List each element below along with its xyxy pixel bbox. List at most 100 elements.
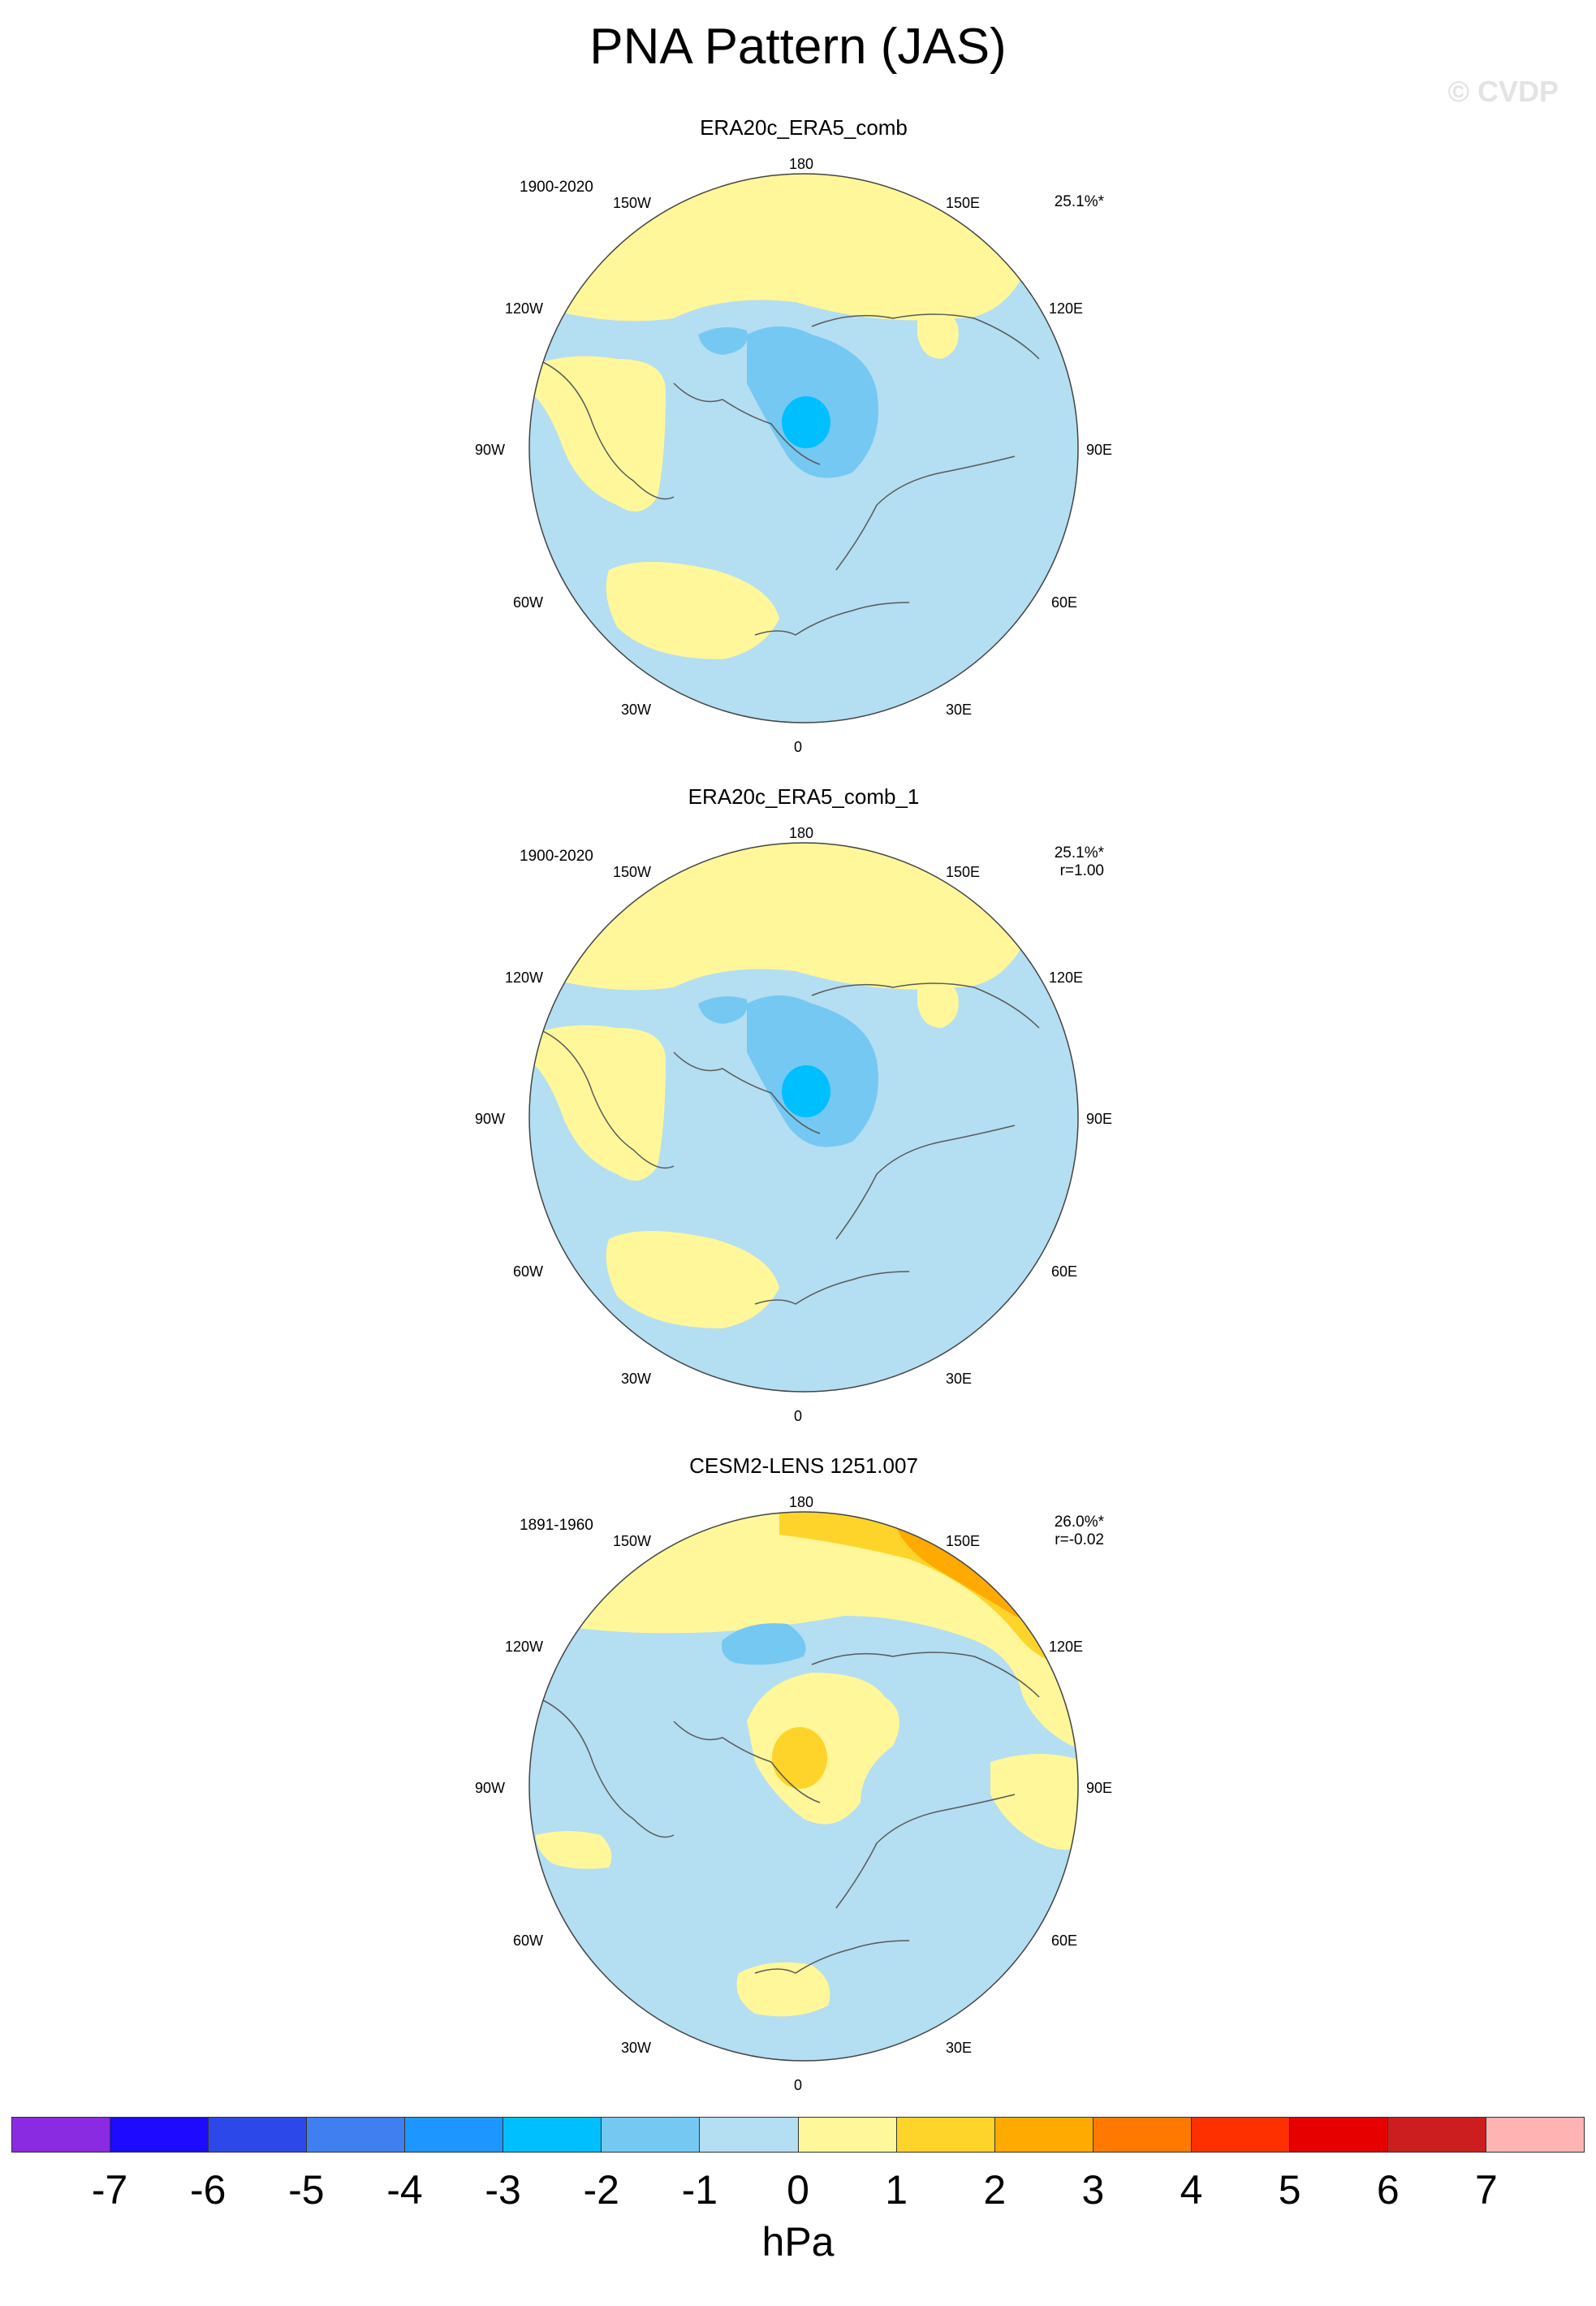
lon-label-90w: 90W (475, 1111, 506, 1127)
panel-title: ERA20c_ERA5_comb_1 (688, 784, 920, 809)
lon-label-30e: 30E (946, 1371, 973, 1387)
colorbar-swatch (110, 2118, 209, 2152)
lon-label-90e: 90E (1086, 1780, 1113, 1796)
negative-anomaly-outer-2 (698, 327, 748, 355)
colorbar-tick-label: -4 (386, 2167, 423, 2213)
lon-label-90w: 90W (475, 1780, 506, 1796)
lon-label-150w: 150W (613, 1533, 652, 1549)
colorbar-tick-label: -7 (91, 2167, 128, 2213)
colorbar-tick-label: -3 (485, 2167, 521, 2213)
colorbar-swatch (1289, 2118, 1388, 2152)
colorbar-tick-label: -6 (190, 2167, 226, 2213)
lon-label-0: 0 (794, 1408, 803, 1424)
lon-label-30w: 30W (621, 1371, 652, 1387)
colorbar-tick-label: -1 (681, 2167, 718, 2213)
panel-variance: 26.0%* (1054, 1514, 1104, 1531)
lon-label-0: 0 (794, 739, 803, 755)
lon-label-180: 180 (789, 156, 814, 172)
figure-title: PNA Pattern (JAS) (589, 19, 1007, 75)
map-boundary (528, 173, 1079, 723)
lon-label-60e: 60E (1051, 594, 1078, 611)
lon-label-120e: 120E (1049, 1639, 1084, 1655)
lon-label-0: 0 (794, 2077, 803, 2093)
polar-map (528, 173, 1079, 723)
lon-label-30e: 30E (946, 702, 973, 718)
lon-label-120w: 120W (505, 969, 544, 986)
panel-title: CESM2-LENS 1251.007 (689, 1453, 918, 1478)
lon-label-120e: 120E (1049, 300, 1084, 317)
positive-anomaly-atlantic (736, 1962, 830, 2017)
colorbar-swatch (1093, 2118, 1192, 2152)
panel-correlation: r=-0.02 (1055, 1531, 1104, 1548)
lon-label-30e: 30E (946, 2040, 973, 2056)
colorbar-swatch (896, 2118, 995, 2152)
lon-label-60e: 60E (1051, 1263, 1078, 1280)
polar-map (528, 842, 1079, 1393)
colorbar-swatch (503, 2118, 602, 2152)
panel-variance: 25.1%* (1054, 193, 1104, 210)
panel-period: 1900-2020 (520, 179, 593, 196)
lon-label-60e: 60E (1051, 1932, 1078, 1949)
map-panel-1: ERA20c_ERA5_comb 180 150W 150E 120W 120E… (455, 115, 1153, 755)
lon-label-150e: 150E (946, 1533, 981, 1549)
lon-label-180: 180 (789, 825, 814, 841)
positive-anomaly-siberia (917, 977, 959, 1028)
colorbar-swatch (994, 2118, 1093, 2152)
map-boundary (528, 1511, 1079, 2062)
panel-variance: 25.1%* (1054, 844, 1104, 862)
colorbar-swatch (307, 2118, 406, 2152)
colorbar-swatch (1486, 2118, 1584, 2152)
colorbar-tick-label: 1 (885, 2167, 908, 2213)
panel-period: 1891-1960 (520, 1517, 593, 1534)
lon-label-120w: 120W (505, 300, 544, 317)
lon-label-30w: 30W (621, 702, 652, 718)
negative-anomaly-core (782, 396, 830, 448)
coastlines (535, 982, 1040, 1305)
lon-label-120w: 120W (505, 1639, 544, 1655)
positive-anomaly-atlantic (606, 1231, 779, 1328)
colorbar-tick-label: 7 (1474, 2167, 1498, 2213)
colorbar-swatch (798, 2118, 897, 2152)
lon-label-60w: 60W (513, 594, 544, 611)
polar-map (528, 1511, 1079, 2062)
colorbar-swatch (700, 2118, 799, 2152)
colorbar-swatch (12, 2118, 111, 2152)
lon-label-60w: 60W (513, 1263, 544, 1280)
cvdp-watermark: © CVDP (1447, 75, 1559, 108)
positive-anomaly-east-asia (990, 1754, 1078, 1850)
colorbar-tick-label: -5 (288, 2167, 325, 2213)
coastlines (535, 313, 1040, 636)
lon-label-150e: 150E (946, 864, 981, 880)
negative-anomaly-core (782, 1065, 830, 1117)
panel-period: 1900-2020 (520, 848, 593, 865)
positive-anomaly-arctic-core (772, 1727, 827, 1789)
colorbar-tick-label: 6 (1376, 2167, 1400, 2213)
lon-label-90e: 90E (1086, 1111, 1113, 1127)
colorbar-swatch (602, 2118, 701, 2152)
colorbar (11, 2117, 1585, 2153)
map-panel-3: CESM2-LENS 1251.007 180 150W 150E 120W 1… (455, 1453, 1153, 2093)
colorbar-swatch (209, 2118, 308, 2152)
colorbar-swatch (405, 2118, 504, 2152)
lon-label-90w: 90W (475, 442, 506, 458)
map-panel-2: ERA20c_ERA5_comb_1 180 150W 150E 120W 12… (455, 784, 1153, 1424)
map-boundary (528, 842, 1079, 1393)
colorbar-tick-label: 5 (1278, 2167, 1301, 2213)
lon-label-60w: 60W (513, 1932, 544, 1949)
panel-correlation: r=1.00 (1059, 862, 1104, 879)
lon-label-150e: 150E (946, 195, 981, 211)
positive-anomaly-atlantic (606, 562, 779, 659)
colorbar-tick-label: 2 (983, 2167, 1007, 2213)
coastlines (535, 1652, 1040, 1974)
negative-anomaly-outer-2 (698, 996, 748, 1024)
lon-label-30w: 30W (621, 2040, 652, 2056)
lon-label-120e: 120E (1049, 969, 1084, 986)
colorbar-tick-label: 0 (787, 2167, 809, 2213)
lon-label-180: 180 (789, 1494, 814, 1510)
positive-anomaly-north-pacific (529, 843, 1078, 991)
negative-anomaly-bering (722, 1623, 806, 1665)
colorbar-tick-label: 3 (1081, 2167, 1105, 2213)
colorbar-tick-label: 4 (1180, 2167, 1203, 2213)
positive-anomaly-north-pacific (529, 174, 1078, 322)
lon-label-90e: 90E (1086, 442, 1113, 458)
